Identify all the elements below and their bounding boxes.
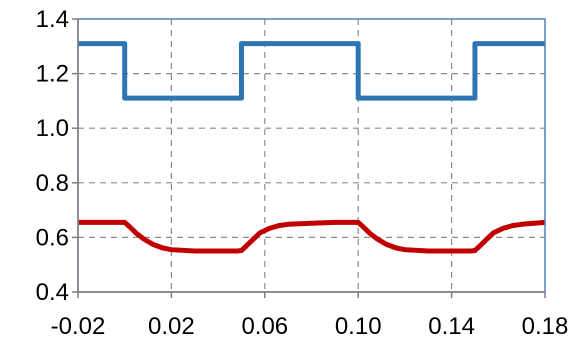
- y-tick-label: 1.0: [36, 115, 69, 142]
- y-tick-label: 1.4: [36, 6, 69, 33]
- axes: [72, 18, 546, 298]
- x-tick-label: 0.18: [522, 313, 569, 340]
- y-tick-label: 0.6: [36, 224, 69, 251]
- tick-labels: 0.4 0.6 0.8 1.0 1.2 1.4 -0.02 0.02 0.06 0.10 0.14 0…: [36, 6, 569, 340]
- y-tick-label: 0.4: [36, 279, 69, 306]
- y-tick-label: 0.8: [36, 170, 69, 197]
- grid-lines: [78, 19, 545, 292]
- x-tick-label: 0.14: [428, 313, 475, 340]
- series-layer: [78, 41, 546, 254]
- series-line-1: [78, 41, 545, 101]
- y-tick-label: 1.2: [36, 61, 69, 88]
- series-line-2: [78, 219, 546, 254]
- x-tick-label: 0.02: [148, 313, 195, 340]
- x-tick-label: 0.06: [241, 313, 288, 340]
- x-tick-label: -0.02: [51, 313, 106, 340]
- x-tick-label: 0.10: [335, 313, 382, 340]
